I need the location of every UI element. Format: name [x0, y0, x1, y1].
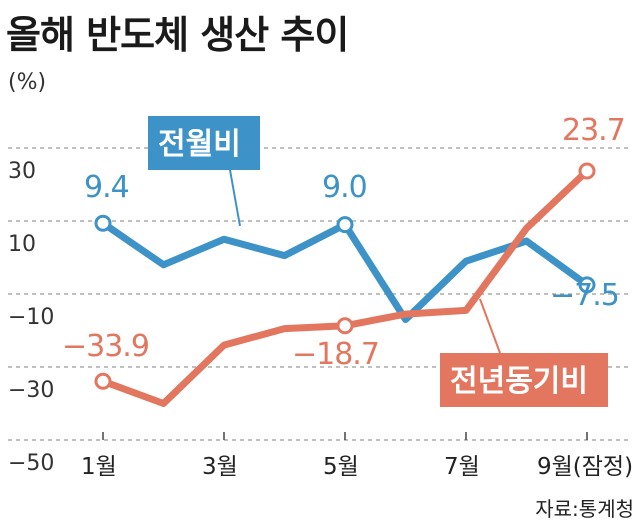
data-label: 9.4: [84, 170, 129, 205]
x-tick-label: 5월: [323, 454, 359, 480]
data-point-marker: [578, 276, 596, 294]
x-tick-label: 9월(잠정): [537, 454, 633, 480]
series-line-0: [99, 219, 591, 324]
y-tick-label: −30: [8, 378, 54, 403]
legend-box: [148, 116, 260, 170]
legend-leader-line: [229, 169, 241, 227]
legend-label: 전년동기비: [450, 364, 588, 399]
y-tick-label: 10: [8, 232, 36, 257]
x-tick-label: 3월: [202, 454, 238, 480]
data-label: −18.7: [292, 337, 379, 372]
x-tick-label: 1월: [81, 454, 117, 480]
chart-title: 올해 반도체 생산 추이: [6, 13, 349, 57]
x-tick-label: 7월: [444, 454, 480, 480]
data-label: 9.0: [322, 170, 367, 205]
data-point-marker: [578, 162, 596, 180]
data-point-marker: [94, 214, 112, 232]
source-note: 자료:통계청: [535, 497, 634, 521]
data-point-marker: [94, 372, 112, 390]
y-tick-label: −50: [8, 451, 54, 476]
legend-box: [440, 353, 608, 407]
data-label: −33.9: [62, 329, 149, 364]
data-label: −7.5: [550, 278, 619, 313]
legend-label: 전월비: [158, 127, 241, 162]
data-label: 23.7: [562, 113, 625, 148]
data-point-marker: [336, 317, 354, 335]
y-tick-label: 30: [8, 159, 36, 184]
y-tick-label: −10: [8, 305, 54, 330]
legend-leader-line: [479, 298, 501, 354]
y-axis-unit: (%): [8, 70, 47, 95]
data-point-marker: [336, 216, 354, 234]
